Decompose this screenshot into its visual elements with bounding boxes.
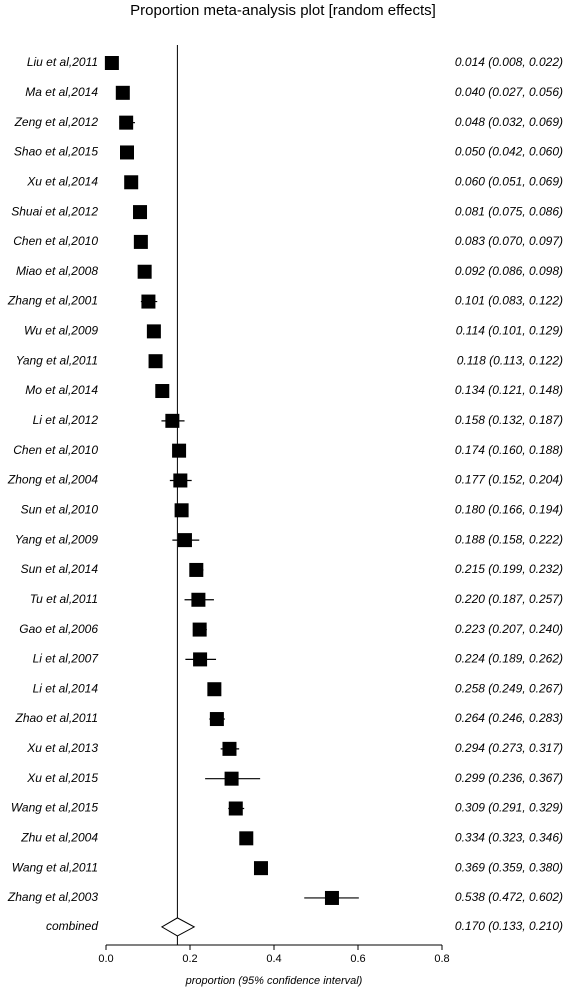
study-label: Zhao et al,2011 <box>14 711 98 725</box>
study-label: Zeng et al,2012 <box>14 115 99 129</box>
estimate-label: 0.158 (0.132, 0.187) <box>455 413 563 427</box>
estimate-label: 0.114 (0.101, 0.129) <box>456 324 563 338</box>
estimate-label: 0.215 (0.199, 0.232) <box>455 562 563 576</box>
study-label: Zhong et al,2004 <box>7 473 98 487</box>
study-label: Liu et al,2011 <box>27 55 98 69</box>
estimate-square <box>191 592 206 607</box>
estimate-label: 0.092 (0.086, 0.098) <box>455 264 563 278</box>
study-label: Yang et al,2009 <box>15 532 99 546</box>
study-label: Li et al,2012 <box>33 413 99 427</box>
estimate-square <box>133 234 148 249</box>
x-tick-label: 0.6 <box>350 953 365 965</box>
estimate-label: 0.538 (0.472, 0.602) <box>455 890 563 904</box>
study-label: Chen et al,2010 <box>13 234 98 248</box>
estimate-square <box>228 801 243 816</box>
study-label: Miao et al,2008 <box>16 264 98 278</box>
study-label: Zhang et al,2003 <box>7 890 98 904</box>
estimate-label: 0.294 (0.273, 0.317) <box>455 741 563 755</box>
study-label: Gao et al,2006 <box>19 622 98 636</box>
estimate-square <box>120 145 134 160</box>
estimate-label: 0.369 (0.359, 0.380) <box>455 860 563 874</box>
estimate-label: 0.014 (0.008, 0.022) <box>455 55 563 69</box>
estimate-label: 0.224 (0.189, 0.262) <box>455 652 563 666</box>
study-label: Sun et al,2010 <box>21 502 99 516</box>
estimate-square <box>124 175 139 190</box>
estimate-square <box>189 562 204 577</box>
estimate-label: 0.223 (0.207, 0.240) <box>455 622 563 636</box>
estimate-square <box>239 831 254 846</box>
estimate-label: 0.188 (0.158, 0.222) <box>455 532 563 546</box>
estimate-square <box>141 294 156 309</box>
study-label: Xu et al,2015 <box>26 771 98 785</box>
estimate-square <box>165 413 180 428</box>
estimate-label: 0.101 (0.083, 0.122) <box>455 294 563 308</box>
estimate-label: 0.060 (0.051, 0.069) <box>455 174 563 188</box>
x-tick-label: 0.2 <box>182 953 197 965</box>
x-axis-label: proportion (95% confidence interval) <box>185 975 363 987</box>
estimate-square <box>172 443 187 458</box>
study-label: Wang et al,2011 <box>12 860 98 874</box>
estimate-label: 0.174 (0.160, 0.188) <box>455 443 563 457</box>
combined-estimate-label: 0.170 (0.133, 0.210) <box>455 919 563 933</box>
estimate-square <box>222 741 237 756</box>
study-label: Yang et al,2011 <box>16 353 98 367</box>
estimate-square <box>146 324 161 339</box>
estimate-square <box>104 56 119 70</box>
estimate-square <box>177 533 192 548</box>
study-label: Wu et al,2009 <box>24 324 98 338</box>
study-label: Tu et al,2011 <box>30 592 98 606</box>
estimate-label: 0.048 (0.032, 0.069) <box>455 115 563 129</box>
combined-label: combined <box>46 919 98 933</box>
x-tick-label: 0.8 <box>434 953 449 965</box>
estimate-square <box>224 771 239 786</box>
study-label: Zhang et al,2001 <box>7 294 98 308</box>
estimate-label: 0.081 (0.075, 0.086) <box>455 204 563 218</box>
study-label: Sun et al,2014 <box>21 562 99 576</box>
estimate-square <box>253 861 268 876</box>
x-tick-label: 0.0 <box>98 953 113 965</box>
estimate-label: 0.177 (0.152, 0.204) <box>455 473 563 487</box>
study-label: Chen et al,2010 <box>13 443 98 457</box>
estimate-label: 0.040 (0.027, 0.056) <box>455 85 563 99</box>
study-label: Ma et al,2014 <box>25 85 98 99</box>
estimate-square <box>115 85 130 100</box>
estimate-label: 0.220 (0.187, 0.257) <box>455 592 563 606</box>
estimate-label: 0.309 (0.291, 0.329) <box>455 801 563 815</box>
study-label: Xu et al,2013 <box>26 741 98 755</box>
study-label: Wang et al,2015 <box>11 801 99 815</box>
study-label: Zhu et al,2004 <box>20 830 98 844</box>
chart-title: Proportion meta-analysis plot [random ef… <box>130 2 436 19</box>
estimate-square <box>209 712 224 727</box>
estimate-square <box>173 473 188 488</box>
estimate-square <box>192 622 207 637</box>
estimate-label: 0.134 (0.121, 0.148) <box>455 383 563 397</box>
estimate-label: 0.118 (0.113, 0.122) <box>457 353 563 367</box>
estimate-square <box>207 682 222 697</box>
study-label: Li et al,2014 <box>33 681 99 695</box>
estimate-label: 0.299 (0.236, 0.367) <box>455 771 563 785</box>
estimate-square <box>174 503 189 518</box>
estimate-square <box>148 354 163 369</box>
estimate-square <box>193 652 208 667</box>
study-label: Xu et al,2014 <box>26 174 98 188</box>
estimate-square <box>133 205 148 220</box>
study-label: Li et al,2007 <box>33 652 100 666</box>
estimate-label: 0.334 (0.323, 0.346) <box>455 830 563 844</box>
estimate-square <box>155 384 170 399</box>
combined-diamond <box>160 917 196 937</box>
estimate-label: 0.050 (0.042, 0.060) <box>455 145 563 159</box>
estimate-square <box>324 890 339 905</box>
study-label: Shuai et al,2012 <box>11 204 98 218</box>
estimate-label: 0.264 (0.246, 0.283) <box>455 711 563 725</box>
estimate-label: 0.083 (0.070, 0.097) <box>455 234 563 248</box>
estimate-label: 0.180 (0.166, 0.194) <box>455 502 563 516</box>
estimate-square <box>119 115 134 130</box>
study-label: Shao et al,2015 <box>14 145 98 159</box>
estimate-label: 0.258 (0.249, 0.267) <box>455 681 563 695</box>
x-tick-label: 0.4 <box>266 953 281 965</box>
estimate-square <box>137 264 152 279</box>
study-label: Mo et al,2014 <box>25 383 98 397</box>
